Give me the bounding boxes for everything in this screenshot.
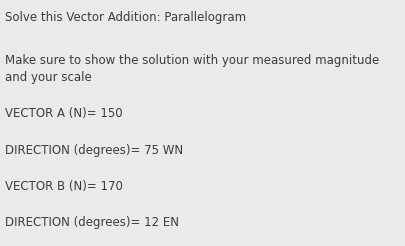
Text: VECTOR B (N)= 170: VECTOR B (N)= 170	[5, 180, 123, 193]
Text: Make sure to show the solution with your measured magnitude
and your scale: Make sure to show the solution with your…	[5, 54, 379, 84]
Text: DIRECTION (degrees)= 75 WN: DIRECTION (degrees)= 75 WN	[5, 144, 183, 157]
Text: DIRECTION (degrees)= 12 EN: DIRECTION (degrees)= 12 EN	[5, 216, 179, 230]
Text: Solve this Vector Addition: Parallelogram: Solve this Vector Addition: Parallelogra…	[5, 11, 246, 24]
Text: VECTOR A (N)= 150: VECTOR A (N)= 150	[5, 107, 123, 120]
